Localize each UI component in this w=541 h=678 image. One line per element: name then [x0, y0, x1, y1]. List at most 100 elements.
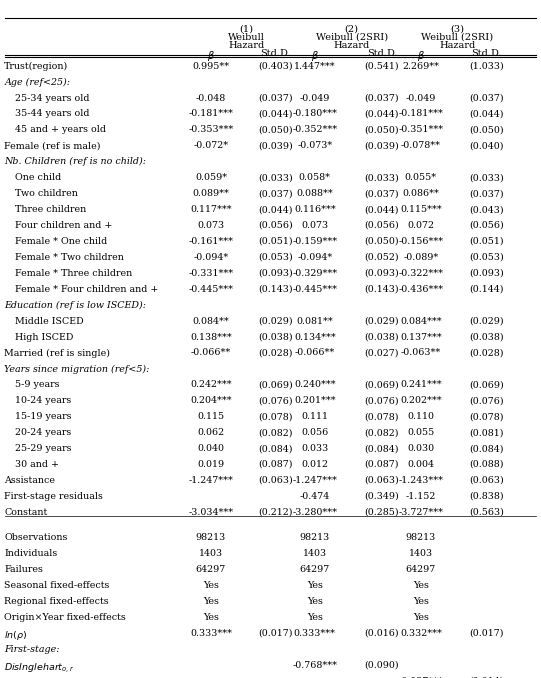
Text: -0.063**: -0.063**: [401, 348, 441, 357]
Text: 30 and +: 30 and +: [15, 460, 59, 469]
Text: -0.049: -0.049: [300, 94, 330, 102]
Text: 0.137***: 0.137***: [400, 332, 442, 342]
Text: Assistance: Assistance: [4, 476, 55, 485]
Text: -0.329***: -0.329***: [292, 268, 338, 278]
Text: $\beta$: $\beta$: [311, 49, 319, 64]
Text: (0.017): (0.017): [470, 629, 504, 638]
Text: -0.037***: -0.037***: [398, 677, 444, 678]
Text: (0.044): (0.044): [259, 205, 293, 214]
Text: 0.059*: 0.059*: [195, 173, 227, 182]
Text: 1403: 1403: [199, 549, 223, 558]
Text: -0.180***: -0.180***: [293, 109, 337, 119]
Text: Two children: Two children: [15, 189, 78, 198]
Text: (0.082): (0.082): [259, 428, 293, 437]
Text: (0.144): (0.144): [470, 285, 504, 294]
Text: (0.093): (0.093): [365, 268, 399, 278]
Text: -0.474: -0.474: [300, 492, 330, 501]
Text: (3): (3): [450, 24, 464, 33]
Text: (0.084): (0.084): [470, 444, 504, 453]
Text: Std.D.: Std.D.: [367, 49, 397, 58]
Text: 64297: 64297: [196, 565, 226, 574]
Text: (0.051): (0.051): [259, 237, 293, 246]
Text: -0.181***: -0.181***: [189, 109, 233, 119]
Text: First-stage residuals: First-stage residuals: [4, 492, 103, 501]
Text: -0.089*: -0.089*: [403, 253, 439, 262]
Text: 0.084***: 0.084***: [400, 317, 441, 325]
Text: 10-24 years: 10-24 years: [15, 396, 71, 405]
Text: Female * Two children: Female * Two children: [15, 253, 124, 262]
Text: 0.242***: 0.242***: [190, 380, 232, 389]
Text: -0.072*: -0.072*: [194, 141, 228, 151]
Text: -1.152: -1.152: [406, 492, 436, 501]
Text: (0.029): (0.029): [259, 317, 293, 325]
Text: $ln(\rho)$: $ln(\rho)$: [4, 629, 28, 642]
Text: Female * Four children and +: Female * Four children and +: [15, 285, 159, 294]
Text: (0.037): (0.037): [365, 189, 399, 198]
Text: Weibull: Weibull: [228, 33, 265, 41]
Text: (0.014): (0.014): [470, 677, 504, 678]
Text: High ISCED: High ISCED: [15, 332, 74, 342]
Text: -0.768***: -0.768***: [292, 661, 338, 670]
Text: 0.111: 0.111: [301, 412, 328, 421]
Text: (0.063): (0.063): [259, 476, 293, 485]
Text: Trust(region): Trust(region): [4, 62, 69, 71]
Text: 0.134***: 0.134***: [294, 332, 336, 342]
Text: 0.117***: 0.117***: [190, 205, 232, 214]
Text: (0.050): (0.050): [365, 125, 399, 134]
Text: (0.056): (0.056): [259, 221, 293, 230]
Text: 0.084**: 0.084**: [193, 317, 229, 325]
Text: (0.090): (0.090): [365, 661, 399, 670]
Text: (0.033): (0.033): [259, 173, 293, 182]
Text: (0.037): (0.037): [470, 189, 504, 198]
Text: 0.201***: 0.201***: [294, 396, 335, 405]
Text: -3.727***: -3.727***: [398, 508, 444, 517]
Text: Three children: Three children: [15, 205, 87, 214]
Text: Failures: Failures: [4, 565, 43, 574]
Text: (0.056): (0.056): [470, 221, 504, 230]
Text: Middle ISCED: Middle ISCED: [15, 317, 84, 325]
Text: -3.280***: -3.280***: [292, 508, 338, 517]
Text: Yes: Yes: [203, 581, 219, 590]
Text: Yes: Yes: [307, 597, 323, 606]
Text: (0.039): (0.039): [259, 141, 293, 151]
Text: (0.069): (0.069): [259, 380, 293, 389]
Text: (0.563): (0.563): [470, 508, 504, 517]
Text: (0.037): (0.037): [365, 94, 399, 102]
Text: Regional fixed-effects: Regional fixed-effects: [4, 597, 109, 606]
Text: (0.051): (0.051): [470, 237, 504, 246]
Text: (0.076): (0.076): [470, 396, 504, 405]
Text: (0.063): (0.063): [365, 476, 399, 485]
Text: Female (ref is male): Female (ref is male): [4, 141, 101, 151]
Text: 0.004: 0.004: [407, 460, 434, 469]
Text: (2): (2): [345, 24, 359, 33]
Text: -0.436***: -0.436***: [398, 285, 444, 294]
Text: (0.285): (0.285): [365, 508, 399, 517]
Text: (0.084): (0.084): [259, 444, 293, 453]
Text: 0.241***: 0.241***: [400, 380, 441, 389]
Text: Std.D.: Std.D.: [261, 49, 291, 58]
Text: Hazard: Hazard: [333, 41, 370, 49]
Text: -0.445***: -0.445***: [188, 285, 234, 294]
Text: 64297: 64297: [406, 565, 436, 574]
Text: 2.269**: 2.269**: [403, 62, 439, 71]
Text: 64297: 64297: [300, 565, 330, 574]
Text: (0.016): (0.016): [365, 629, 399, 638]
Text: 0.116***: 0.116***: [294, 205, 336, 214]
Text: -0.066**: -0.066**: [191, 348, 231, 357]
Text: -1.247***: -1.247***: [189, 476, 233, 485]
Text: -0.181***: -0.181***: [399, 109, 443, 119]
Text: (0.050): (0.050): [259, 125, 293, 134]
Text: 0.138***: 0.138***: [190, 332, 232, 342]
Text: 0.055*: 0.055*: [405, 173, 437, 182]
Text: (0.050): (0.050): [470, 125, 504, 134]
Text: (0.017): (0.017): [259, 629, 293, 638]
Text: 0.056: 0.056: [301, 428, 328, 437]
Text: (0.044): (0.044): [365, 109, 399, 119]
Text: Female * One child: Female * One child: [15, 237, 108, 246]
Text: (0.033): (0.033): [470, 173, 504, 182]
Text: 0.072: 0.072: [407, 221, 434, 230]
Text: (0.044): (0.044): [259, 109, 293, 119]
Text: 0.333***: 0.333***: [190, 629, 232, 638]
Text: Weibull (2SRI): Weibull (2SRI): [421, 33, 493, 41]
Text: (0.037): (0.037): [259, 189, 293, 198]
